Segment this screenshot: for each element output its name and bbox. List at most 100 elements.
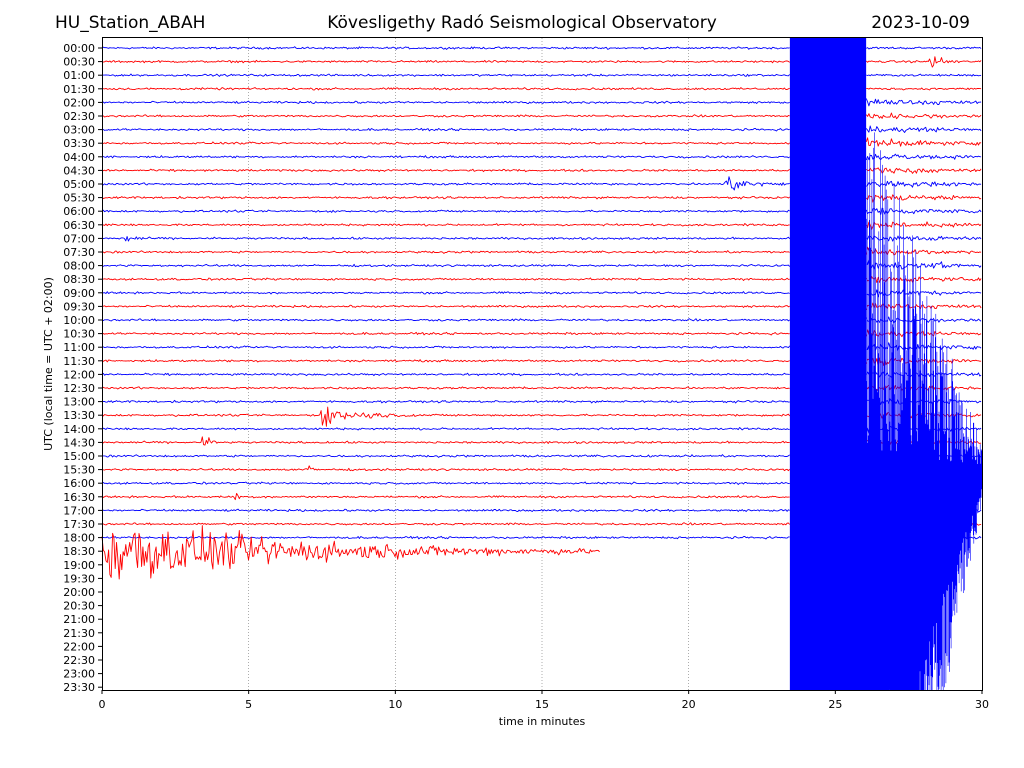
trace-red [101, 522, 791, 526]
trace-blue [101, 372, 790, 377]
y-tick-label: 20:30 [63, 600, 95, 613]
trace-red [101, 59, 790, 64]
trace-blue [101, 508, 790, 513]
y-tick-label: 17:30 [63, 518, 95, 531]
y-tick-label: 08:00 [63, 260, 95, 273]
y-tick-label: 11:30 [63, 355, 95, 368]
x-tick-label: 30 [975, 698, 989, 711]
trace-blue [866, 235, 982, 242]
y-tick-label: 14:00 [63, 423, 95, 436]
trace-red [865, 329, 982, 338]
trace-red [102, 277, 790, 281]
trace-blue [865, 98, 982, 107]
trace-red [101, 331, 790, 336]
trace-blue [866, 46, 982, 50]
trace-blue [101, 263, 791, 268]
trace-blue [866, 73, 982, 77]
y-tick-label: 01:30 [63, 83, 95, 96]
x-ticks: 0 5 10 15 20 25 30 [99, 690, 989, 711]
y-tick-label: 14:30 [63, 436, 95, 449]
y-tick-label: 02:30 [63, 110, 95, 123]
y-tick-label: 21:30 [63, 627, 95, 640]
trace-blue [101, 209, 790, 213]
y-axis-label: UTC (local time = UTC + 02:00) [42, 277, 55, 451]
trace-blue [101, 155, 790, 159]
y-tick-label: 22:00 [63, 640, 95, 653]
y-tick-label: 09:00 [63, 287, 95, 300]
trace-blue [101, 73, 791, 77]
y-tick-label: 19:30 [63, 572, 95, 585]
y-tick-label: 07:30 [63, 246, 95, 259]
y-tick-label: 02:00 [63, 96, 95, 109]
trace-red [101, 406, 791, 427]
trace-red [865, 56, 982, 68]
trace-blue [101, 454, 790, 458]
observatory-title: Kövesligethy Radó Seismological Observat… [327, 13, 717, 33]
y-tick-label: 04:00 [63, 151, 95, 164]
x-tick-label: 5 [245, 698, 252, 711]
trace-red [101, 304, 790, 309]
trace-blue [101, 291, 790, 295]
trace-red [101, 386, 790, 390]
trace-red [101, 223, 790, 227]
y-tick-label: 17:00 [63, 504, 95, 517]
plot-frame [102, 37, 983, 691]
station-name: HU_Station_ABAH [55, 13, 205, 33]
trace-red [101, 195, 790, 200]
trace-red [101, 141, 791, 145]
y-tick-label: 18:00 [63, 532, 95, 545]
y-tick-label: 06:00 [63, 205, 95, 218]
coda-trace [865, 132, 983, 690]
y-tick-label: 15:00 [63, 450, 95, 463]
trace-blue [866, 180, 982, 188]
trace-blue [101, 535, 790, 540]
y-tick-label: 23:00 [63, 668, 95, 681]
y-tick-label: 16:30 [63, 491, 95, 504]
y-tick-label: 09:30 [63, 300, 95, 313]
trace-blue [101, 481, 790, 485]
trace-red [865, 302, 982, 311]
trace-red [865, 246, 982, 256]
trace-blue [865, 153, 982, 161]
y-tick-label: 16:00 [63, 477, 95, 490]
trace-red [866, 167, 982, 174]
trace-blue [865, 207, 982, 215]
trace-blue [101, 100, 790, 105]
trace-red [101, 465, 791, 472]
y-tick-label: 10:30 [63, 328, 95, 341]
x-tick-label: 20 [682, 698, 696, 711]
trace-blue [101, 427, 790, 431]
trace-red [866, 87, 982, 91]
trace-red [102, 87, 790, 91]
y-tick-labels: 00:0000:3001:0001:3002:0002:3003:0003:30… [63, 42, 102, 694]
y-tick-label: 19:00 [63, 559, 95, 572]
trace-red [101, 250, 790, 254]
trace-blue [866, 289, 982, 298]
trace-blue [101, 399, 790, 404]
y-tick-label: 03:30 [63, 137, 95, 150]
y-tick-label: 21:00 [63, 613, 95, 626]
date-label: 2023-10-09 [871, 13, 970, 33]
trace-red [101, 114, 790, 118]
x-tick-label: 0 [99, 698, 106, 711]
x-axis-label: time in minutes [499, 715, 586, 728]
trace-blue [865, 316, 982, 324]
y-tick-label: 13:30 [63, 409, 95, 422]
gridlines [248, 38, 836, 690]
trace-red [101, 168, 790, 173]
trace-red [865, 194, 982, 203]
trace-red [101, 359, 790, 363]
y-tick-label: 11:00 [63, 341, 95, 354]
trace-red [865, 221, 982, 230]
y-tick-label: 22:30 [63, 654, 95, 667]
trace-blue [866, 342, 982, 351]
trace-red [865, 275, 982, 283]
y-tick-label: 00:30 [63, 56, 95, 69]
traces [101, 38, 983, 690]
trace-red [865, 355, 982, 368]
y-tick-label: 13:00 [63, 396, 95, 409]
y-tick-label: 18:30 [63, 545, 95, 558]
x-tick-label: 15 [535, 698, 549, 711]
